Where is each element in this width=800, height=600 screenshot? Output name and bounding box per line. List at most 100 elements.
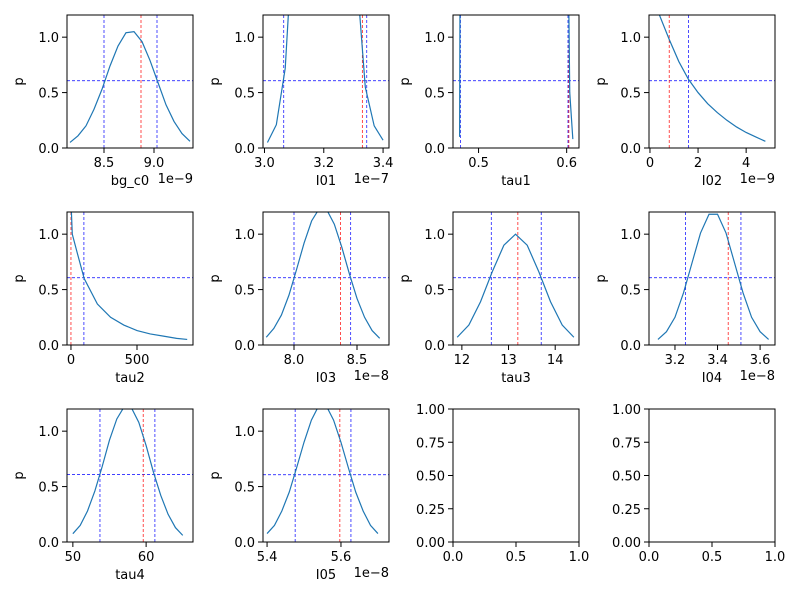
axes-frame <box>648 211 776 346</box>
likelihood-curve <box>265 212 381 339</box>
x-tick-label: 3.2 <box>313 156 334 171</box>
y-axis-label: p <box>208 274 223 282</box>
x-tick-label: 60 <box>138 550 155 565</box>
x-axis-label: tau3 <box>501 371 531 386</box>
subplot: 8.5 9.0 0.0 0.5 1.0 bg_c0 p 1e−9 <box>12 14 194 189</box>
plot-area <box>67 15 193 148</box>
axes-frame <box>262 408 390 543</box>
y-axis-label: p <box>12 471 27 479</box>
x-axis-label: I04 <box>702 371 722 386</box>
x-tick-label: 0.6 <box>556 156 577 171</box>
y-tick-label: 1.00 <box>416 403 445 418</box>
likelihood-curve <box>266 15 384 143</box>
x-tick-label: 3.0 <box>254 156 275 171</box>
x-tick-label: 8.5 <box>94 156 115 171</box>
subplot: 3.2 3.4 3.6 0.0 0.5 1.0 I04 p 1e−8 <box>594 211 776 386</box>
subplot: 0.5 0.6 0.0 0.5 1.0 tau1 p <box>398 14 580 189</box>
x-axis-label: I05 <box>316 568 336 583</box>
y-tick-label: 0.5 <box>38 87 59 102</box>
plot-area <box>453 15 579 148</box>
x-offset-text: 1e−8 <box>354 369 389 384</box>
x-tick-label: 12 <box>454 353 471 368</box>
plot-area <box>263 212 389 345</box>
y-tick-label: 0.00 <box>612 536 641 551</box>
x-tick-label: 5.6 <box>331 550 352 565</box>
plot-area <box>649 212 775 345</box>
axes-frame <box>452 408 580 543</box>
likelihood-curve <box>72 409 184 536</box>
x-tick-label: 5.4 <box>257 550 278 565</box>
x-axis-label: I02 <box>702 174 722 189</box>
y-tick-label: 0.00 <box>416 536 445 551</box>
y-axis-label: p <box>594 77 609 85</box>
x-tick-label: 8.5 <box>347 353 368 368</box>
x-axis-label: I03 <box>316 371 336 386</box>
y-tick-label: 0.5 <box>620 87 641 102</box>
likelihood-curve <box>657 213 770 340</box>
subplot: 12 13 14 0.0 0.5 1.0 tau3 p <box>398 211 580 386</box>
y-tick-label: 0.25 <box>416 503 445 518</box>
y-tick-label: 0.0 <box>620 339 641 354</box>
plot-area <box>263 409 389 542</box>
x-tick-label: 9.0 <box>144 156 165 171</box>
y-tick-label: 1.0 <box>424 31 445 46</box>
y-axis-label: p <box>398 274 413 282</box>
y-tick-label: 1.0 <box>234 425 255 440</box>
likelihood-curve <box>456 233 575 338</box>
x-offset-text: 1e−7 <box>354 172 389 187</box>
y-tick-label: 1.0 <box>38 31 59 46</box>
axes-frame <box>452 211 580 346</box>
y-axis-label: p <box>12 77 27 85</box>
x-tick-label: 13 <box>500 353 517 368</box>
y-tick-label: 0.0 <box>38 536 59 551</box>
x-offset-text: 1e−9 <box>740 172 775 187</box>
subplot: 0.0 0.5 1.0 0.00 0.25 0.50 0.75 1.00 <box>416 403 589 565</box>
plot-area <box>649 15 775 148</box>
x-tick-label: 0.5 <box>468 156 489 171</box>
x-tick-label: 50 <box>65 550 82 565</box>
y-tick-label: 0.25 <box>612 503 641 518</box>
axes-frame <box>262 211 390 346</box>
y-tick-label: 0.5 <box>234 481 255 496</box>
x-tick-label: 1.0 <box>765 550 786 565</box>
y-tick-label: 1.0 <box>620 31 641 46</box>
likelihood-curve <box>266 409 379 534</box>
axes-frame <box>452 14 580 149</box>
y-tick-label: 1.00 <box>612 403 641 418</box>
y-tick-label: 0.50 <box>612 470 641 485</box>
plot-area <box>453 212 579 345</box>
y-tick-label: 0.0 <box>234 339 255 354</box>
subplot: 0 2 4 0.0 0.5 1.0 I02 p 1e−9 <box>594 14 776 189</box>
y-axis-label: p <box>594 274 609 282</box>
y-axis-label: p <box>208 77 223 85</box>
plot-area <box>67 212 193 345</box>
likelihood-curve <box>70 212 188 341</box>
subplot: 5.4 5.6 0.0 0.5 1.0 I05 p 1e−8 <box>208 408 390 583</box>
x-axis-label: bg_c0 <box>111 174 149 189</box>
y-tick-label: 0.0 <box>38 339 59 354</box>
axes-frame <box>648 408 776 543</box>
x-offset-text: 1e−8 <box>740 369 775 384</box>
y-tick-label: 1.0 <box>38 228 59 243</box>
y-tick-label: 1.0 <box>38 425 59 440</box>
y-axis-label: p <box>12 274 27 282</box>
x-axis-label: tau2 <box>115 371 145 386</box>
x-tick-label: 0.5 <box>702 550 723 565</box>
y-tick-label: 0.0 <box>424 142 445 157</box>
x-tick-label: 8.0 <box>284 353 305 368</box>
x-axis-label: I01 <box>316 174 336 189</box>
subplot: 50 60 0.0 0.5 1.0 tau4 p <box>12 408 194 583</box>
x-tick-label: 1.0 <box>569 550 590 565</box>
plot-area <box>67 409 193 542</box>
y-tick-label: 0.50 <box>416 470 445 485</box>
y-tick-label: 1.0 <box>424 228 445 243</box>
subplot: 0 500 0.0 0.5 1.0 tau2 p <box>12 211 194 386</box>
y-tick-label: 0.5 <box>424 87 445 102</box>
y-tick-label: 0.0 <box>38 142 59 157</box>
x-tick-label: 0 <box>67 353 75 368</box>
y-tick-label: 0.75 <box>416 436 445 451</box>
axes-frame <box>262 14 390 149</box>
x-tick-label: 2 <box>694 156 702 171</box>
x-tick-label: 14 <box>547 353 564 368</box>
subplot: 8.0 8.5 0.0 0.5 1.0 I03 p 1e−8 <box>208 211 390 386</box>
